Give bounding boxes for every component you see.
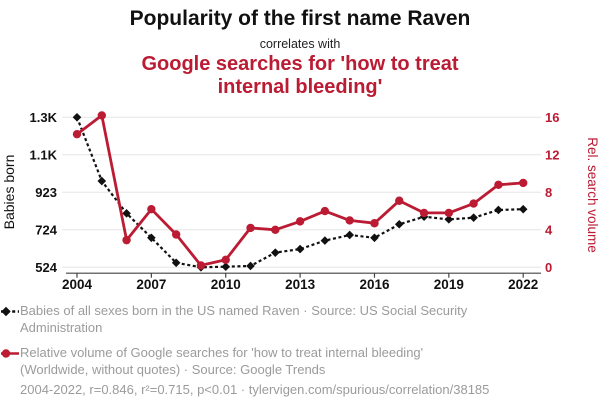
legend-searches-line1: Relative volume of Google searches for '… <box>20 345 424 360</box>
y-axis-right-tick-labels: 0 4 8 12 16 <box>545 110 559 275</box>
svg-text:2013: 2013 <box>285 277 316 292</box>
svg-text:16: 16 <box>545 110 559 125</box>
y-axis-left-tick-labels: 524 724 923 1.1K 1.3K <box>30 110 58 275</box>
circle-marker <box>295 217 305 226</box>
circle-marker <box>171 230 181 239</box>
page-title: Popularity of the first name Raven <box>129 7 471 30</box>
diamond-marker <box>345 230 354 240</box>
diamond-marker <box>72 113 82 122</box>
diamond-marker <box>271 248 280 257</box>
diamond-marker <box>394 219 404 229</box>
footer-stats-and-url: 2004-2022, r=0.846, r²=0.715, p<0.01 · t… <box>20 382 490 397</box>
circle-marker <box>395 196 404 205</box>
svg-text:923: 923 <box>35 185 57 200</box>
subtitle-correlates-with: correlates with <box>259 37 341 51</box>
svg-text:2007: 2007 <box>136 277 166 292</box>
diamond-marker <box>171 258 181 268</box>
circle-marker <box>345 216 354 225</box>
svg-text:1.3K: 1.3K <box>30 110 58 125</box>
circle-marker <box>221 255 230 264</box>
diamond-marker <box>122 209 131 218</box>
circle-marker <box>72 129 82 139</box>
diamond-marker <box>444 215 454 224</box>
svg-text:524: 524 <box>35 260 57 275</box>
svg-text:0: 0 <box>545 260 552 275</box>
diamond-marker <box>370 233 379 243</box>
black-diamond-dashed-icon <box>1 306 19 317</box>
svg-text:2004: 2004 <box>62 277 93 292</box>
svg-text:2016: 2016 <box>359 277 390 292</box>
circle-marker <box>320 206 330 216</box>
circle-marker <box>97 111 106 120</box>
diamond-marker <box>469 213 478 222</box>
circle-marker <box>271 225 280 234</box>
svg-text:2010: 2010 <box>211 277 241 292</box>
circle-marker <box>494 180 503 189</box>
grid-lines <box>62 116 541 268</box>
svg-text:12: 12 <box>545 147 559 162</box>
red-circle-solid-icon <box>1 349 19 358</box>
legend-item-searches: Relative volume of Google searches for '… <box>0 345 575 378</box>
series-searches <box>72 111 528 270</box>
diamond-marker <box>147 233 156 243</box>
y-axis-left-title: Babies born <box>1 155 17 230</box>
circle-marker <box>147 204 156 214</box>
diamond-marker <box>295 244 305 254</box>
svg-text:2022: 2022 <box>508 277 538 292</box>
svg-text:2019: 2019 <box>434 277 464 292</box>
diamond-marker <box>221 262 231 272</box>
y-axis-right-title: Rel. search volume <box>585 137 600 253</box>
series-line-searches <box>76 114 524 267</box>
svg-text:4: 4 <box>545 222 553 237</box>
svg-text:1.1K: 1.1K <box>30 147 58 162</box>
circle-marker <box>370 219 379 228</box>
legend-searches-line2: (Worldwide, without quotes) · Source: Go… <box>20 361 326 377</box>
circle-marker <box>419 208 429 218</box>
legend-item-babies: Babies of all sexes born in the US named… <box>0 303 575 336</box>
legend-babies-line1: Babies of all sexes born in the US named… <box>20 303 468 318</box>
diamond-marker <box>320 236 330 245</box>
svg-text:8: 8 <box>545 185 552 200</box>
svg-text:724: 724 <box>35 222 57 237</box>
diamond-marker <box>494 205 503 215</box>
x-axis: 2004 2007 2010 2013 2016 2019 2022 <box>62 272 541 292</box>
diamond-marker <box>246 261 255 271</box>
circle-marker <box>444 208 454 218</box>
circle-marker <box>519 178 528 188</box>
legend-babies-line2: Administration <box>20 319 103 335</box>
circle-marker <box>469 199 478 208</box>
diamond-marker <box>97 176 107 186</box>
circle-marker <box>122 235 131 245</box>
diamond-marker <box>518 204 528 214</box>
secondary-title: Google searches for 'how to treat intern… <box>141 53 459 98</box>
series-babies <box>72 113 528 272</box>
correlation-line-chart: 524 724 923 1.1K 1.3K 0 4 8 12 16 2004 2007 2010 2013… <box>1 110 600 292</box>
circle-marker <box>196 261 206 270</box>
circle-marker <box>246 223 255 233</box>
